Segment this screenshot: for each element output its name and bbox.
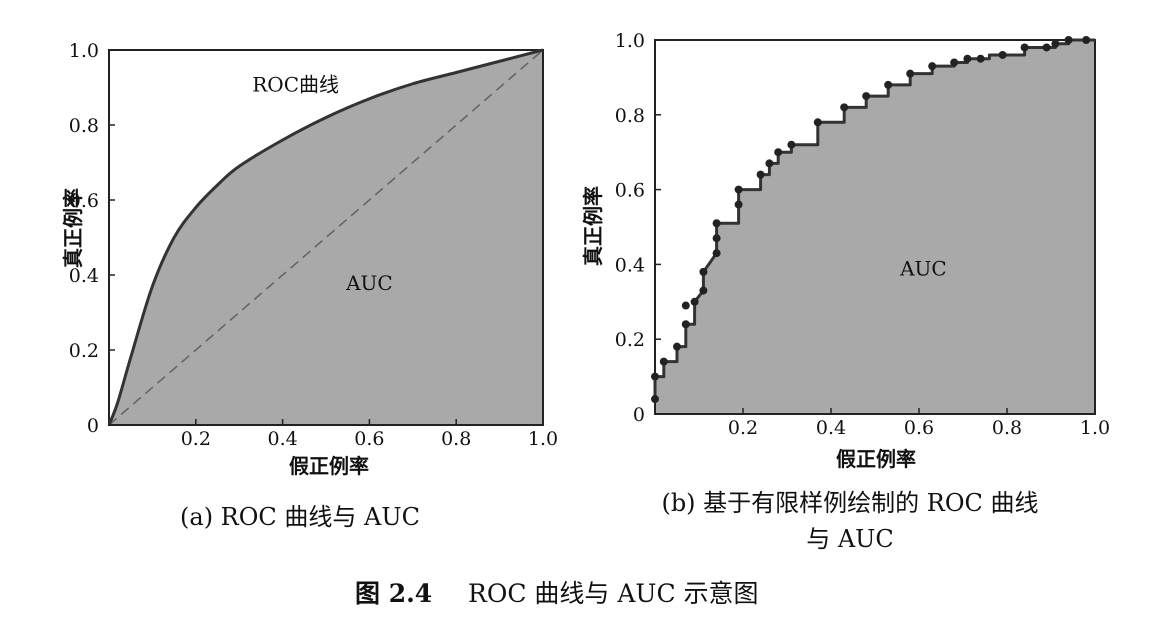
chart-b-x-tick-label: 0.8 [992,417,1022,439]
chart-b-point [1064,36,1073,44]
chart-a-caption: (a) ROC 曲线与 AUC [180,503,420,531]
chart-b-point [734,185,743,194]
chart-a-auc-area [109,50,543,425]
chart-a-auc-label: AUC [345,271,393,295]
chart-a-x-tick-label: 0.8 [441,428,471,450]
chart-a: 真正例率 假正例率 (a) ROC 曲线与 AUC 0.2 0.4 0.6 0.8 1.… [61,40,558,531]
chart-b-point [681,301,690,310]
chart-b-x-tick-label: 0.2 [728,417,758,439]
chart-b-point [699,267,708,276]
chart-b-caption-line2: 与 AUC [806,525,894,553]
chart-b-ylabel: 真正例率 [581,186,605,266]
chart-b-point [1051,39,1060,48]
chart-b-auc-area [655,40,1095,414]
chart-b-point [1082,36,1091,44]
chart-a-x-tick-label: 0.4 [267,428,297,450]
chart-a-xlabel: 假正例率 [289,454,369,478]
chart-a-x-tick-label: 0.2 [181,428,211,450]
chart-b-point [774,148,783,157]
chart-b-point [862,92,871,101]
chart-b-point [659,357,668,366]
chart-b-point [699,286,708,295]
chart-a-curve-label: ROC曲线 [252,72,339,96]
chart-a-roc-curve [107,48,544,426]
chart-b-point [1020,43,1029,52]
chart-a-x-tick-label: 1.0 [528,428,558,450]
chart-b-point [673,342,681,351]
chart-b-point [651,372,659,381]
chart-b-x-tick-label: 1.0 [1080,417,1110,439]
chart-b-caption-line1: (b) 基于有限样例绘制的 ROC 曲线 [661,489,1038,517]
chart-a-y-tick-label: 0.2 [69,340,99,362]
chart-b-point [756,170,765,179]
chart-b-y-tick-label: 0.6 [615,180,645,202]
chart-b-frame [654,39,1096,415]
chart-b-point [884,80,893,89]
chart-b-point [813,118,822,127]
chart-b-point [712,234,721,243]
chart-a-y-tick-label: 0 [87,415,99,437]
chart-b-point [787,140,796,149]
chart-a-ylabel: 真正例率 [61,188,85,268]
chart-b-point [712,219,721,228]
chart-b-point [651,395,659,404]
chart-b-point [950,58,959,67]
chart-b-point [712,249,721,258]
chart-b-point [998,50,1007,59]
chart-a-y-tick-label: 0.8 [69,115,99,137]
chart-b-y-tick-label: 0.2 [615,329,645,351]
chart-b-point [681,320,690,329]
chart-b-point [765,159,774,168]
chart-b-point [1042,43,1051,52]
chart-b-y-tick-label: 0.4 [615,254,645,276]
chart-b-point [690,297,699,306]
chart-b-point [906,69,915,78]
chart-a-y-tick-label: 1.0 [69,40,99,62]
chart-b-x-tick-label: 0.4 [816,417,846,439]
chart-a-x-tick-label: 0.6 [354,428,384,450]
chart-a-y-tick-label: 0.6 [69,190,99,212]
chart-a-frame [108,49,544,426]
chart-b-y-tick-label: 1.0 [615,30,645,52]
chart-b-xlabel: 假正例率 [836,447,916,471]
chart-b-point [840,103,849,112]
chart-b-point [928,62,937,71]
figure-caption-number: 图 2.4 [355,579,432,608]
chart-b-auc-label: AUC [899,257,947,281]
chart-b-point [734,200,743,209]
chart-b-point [963,54,972,63]
chart-b-x-tick-label: 0.6 [904,417,934,439]
chart-b-point [976,54,985,63]
chart-b: 真正例率 假正例率 (b) 基于有限样例绘制的 ROC 曲线 与 AUC 0.2… [581,30,1110,553]
chart-b-y-tick-label: 0.8 [615,105,645,127]
chart-b-y-tick-label: 0 [633,404,645,426]
chart-a-y-tick-label: 0.4 [69,265,99,287]
figure-caption-text: ROC 曲线与 AUC 示意图 [468,579,759,608]
